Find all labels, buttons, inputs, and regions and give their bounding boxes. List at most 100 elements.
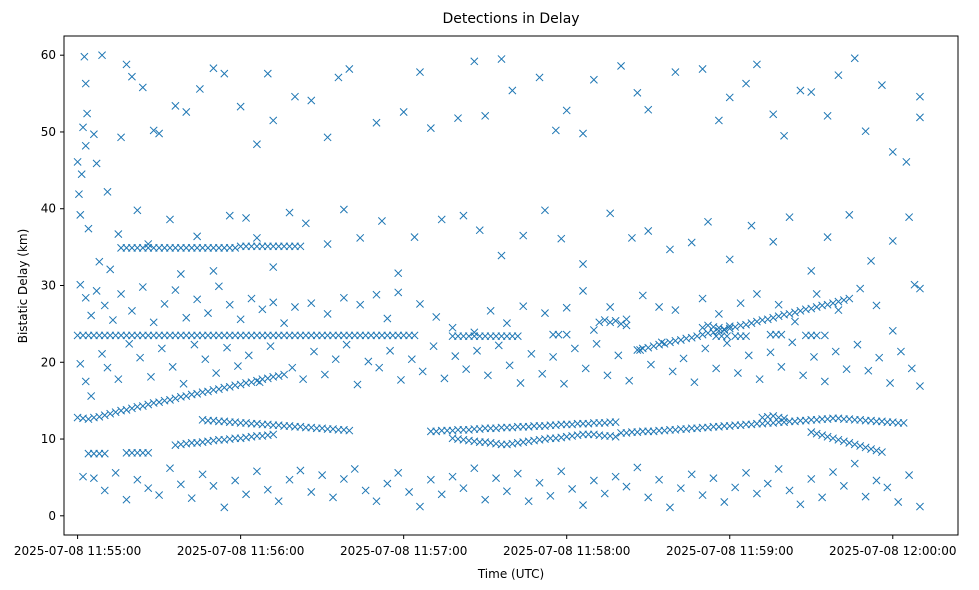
detection-marker (339, 475, 348, 483)
detection-marker (823, 111, 832, 120)
detection-marker (888, 237, 897, 245)
detection-marker (193, 232, 202, 241)
detection-marker (416, 299, 424, 308)
y-tick-label: 50 (41, 125, 56, 139)
detection-marker (502, 319, 511, 328)
detection-marker (505, 361, 514, 370)
detection-marker (747, 221, 756, 230)
detection-marker (622, 321, 631, 330)
detection-marker (440, 374, 449, 383)
detection-marker (766, 348, 775, 357)
detection-marker (100, 486, 109, 495)
detection-marker (736, 299, 745, 308)
detection-marker (269, 116, 278, 125)
detection-marker (769, 237, 778, 246)
detection-marker (133, 206, 142, 215)
detection-marker (345, 426, 354, 435)
detection-marker (87, 392, 96, 401)
detection-marker (791, 317, 799, 326)
detection-marker (166, 395, 174, 404)
detection-marker (701, 344, 710, 353)
detection-marker (687, 333, 696, 342)
detection-marker (74, 190, 83, 199)
detection-marker (606, 318, 615, 327)
detection-marker (769, 313, 778, 322)
detection-marker (829, 468, 837, 477)
detection-marker (252, 140, 261, 149)
detection-marker (231, 476, 240, 485)
detection-marker (426, 475, 435, 484)
x-tick-label: 2025-07-08 11:57:00 (340, 544, 467, 558)
detection-marker (834, 306, 843, 315)
detection-marker (201, 355, 210, 364)
detection-marker (98, 349, 106, 358)
detection-marker (407, 355, 416, 364)
detection-marker (513, 332, 522, 341)
detection-marker (492, 474, 501, 483)
detection-marker (513, 469, 522, 478)
detection-marker (807, 428, 816, 437)
detection-marker (883, 483, 892, 492)
detection-marker (690, 378, 699, 387)
detection-marker (451, 352, 460, 361)
detection-marker (704, 217, 712, 226)
detection-marker (568, 484, 577, 493)
detection-marker (76, 280, 85, 289)
detection-marker (280, 370, 289, 379)
detection-marker (223, 343, 231, 352)
detection-marker (193, 389, 202, 398)
detection-marker (470, 464, 479, 473)
detection-marker (236, 315, 245, 324)
detection-marker (655, 303, 664, 311)
detection-marker (481, 495, 490, 504)
detection-marker (182, 392, 191, 401)
detection-marker (902, 157, 911, 166)
detection-marker (714, 326, 723, 335)
detection-marker (614, 351, 623, 360)
detection-marker (470, 328, 479, 337)
detection-marker (508, 86, 517, 95)
detection-marker (81, 79, 90, 88)
detection-marker (896, 347, 905, 356)
detection-marker (807, 304, 816, 313)
detection-marker (820, 377, 829, 386)
detection-marker (318, 471, 327, 480)
detection-marker (535, 73, 544, 82)
detection-marker (820, 331, 829, 340)
detection-marker (81, 377, 90, 386)
detection-marker (845, 294, 854, 303)
detection-marker (627, 233, 636, 242)
detection-marker (263, 485, 272, 494)
detection-marker (266, 342, 275, 351)
detection-marker (394, 468, 403, 477)
detection-marker (114, 230, 123, 239)
detection-marker (581, 364, 590, 373)
detection-marker (117, 289, 126, 298)
detection-marker (856, 441, 865, 450)
detection-marker (459, 484, 468, 493)
detection-marker (704, 321, 712, 330)
detection-marker (595, 318, 604, 327)
detection-marker (171, 101, 180, 110)
detection-marker (709, 474, 718, 483)
detection-marker (356, 233, 365, 242)
detection-marker (459, 211, 468, 220)
detection-marker (861, 443, 870, 452)
detection-marker (698, 330, 707, 339)
x-tick-label: 2025-07-08 11:59:00 (666, 544, 793, 558)
detection-marker (252, 233, 261, 242)
detection-marker (122, 405, 131, 414)
detection-marker (905, 213, 914, 222)
detection-marker (76, 359, 85, 368)
detection-marker (418, 367, 427, 376)
detection-marker (247, 294, 256, 303)
detection-marker (394, 269, 403, 278)
detection-marker (155, 129, 164, 138)
detection-marker (280, 319, 289, 328)
detection-marker (755, 375, 764, 384)
detection-marker (845, 438, 854, 447)
detection-marker (907, 364, 916, 373)
detection-marker (633, 88, 642, 97)
detection-marker (679, 354, 688, 363)
